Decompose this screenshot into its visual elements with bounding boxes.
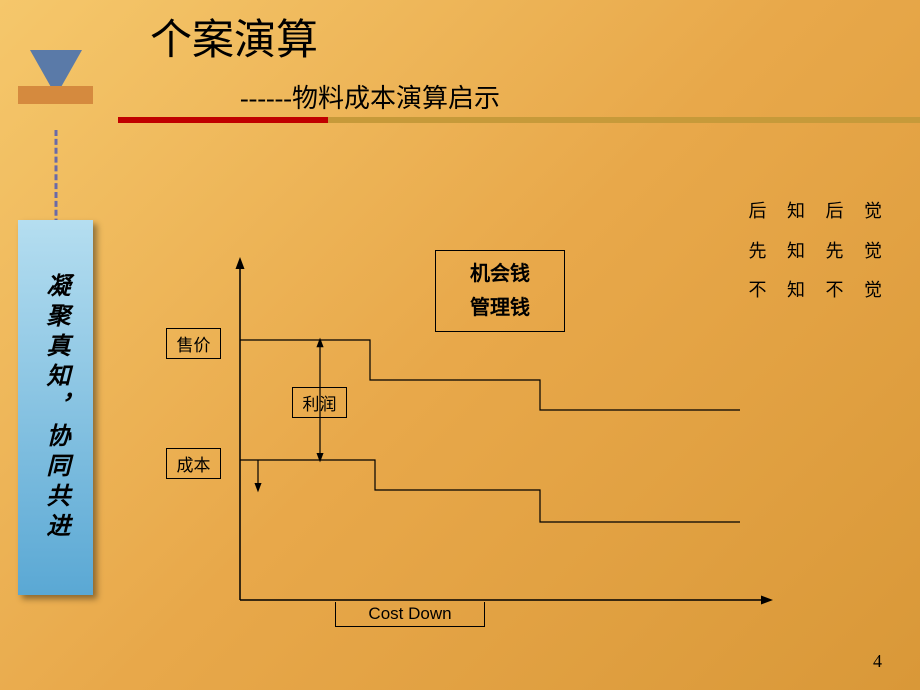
callout-box: 机会钱 管理钱 [435, 250, 565, 332]
side-phrases: 后 知 后 觉先 知 先 觉不 知 不 觉 [749, 192, 891, 311]
page-title: 个案演算 [150, 6, 318, 67]
label-x-axis: Cost Down [335, 602, 485, 627]
callout-line2: 管理钱 [446, 291, 554, 325]
sidebar-bar [18, 86, 93, 104]
label-price: 售价 [166, 328, 221, 359]
side-phrase: 后 知 后 觉 [749, 192, 891, 232]
side-phrase: 不 知 不 觉 [749, 271, 891, 311]
sidebar-text: 凝聚真知，协同共进 [38, 273, 73, 543]
label-profit: 利润 [292, 387, 347, 418]
page-number: 4 [873, 651, 882, 672]
page-subtitle: ------物料成本演算启示 [240, 78, 500, 115]
cost-diagram: 售价 利润 成本 Cost Down 机会钱 管理钱 [160, 240, 780, 640]
divider-rule [118, 117, 920, 123]
sidebar-box: 凝聚真知，协同共进 [18, 220, 93, 595]
sidebar-ornament: 凝聚真知，协同共进 [18, 50, 93, 595]
callout-line1: 机会钱 [446, 257, 554, 291]
side-phrase: 先 知 先 觉 [749, 232, 891, 272]
label-cost: 成本 [166, 448, 221, 479]
